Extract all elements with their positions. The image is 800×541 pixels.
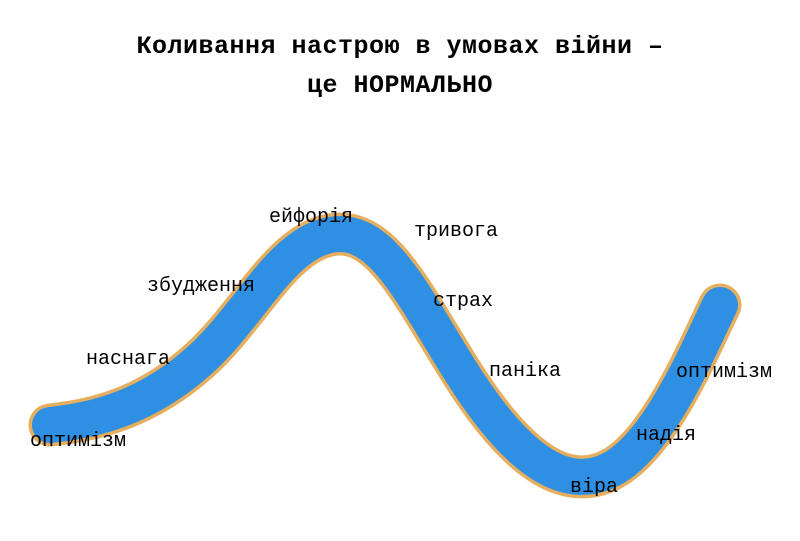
mood-label: тривога [414, 220, 498, 243]
mood-wave-diagram: ейфорія тривога збудження страх наснага панік… [0, 0, 800, 536]
wave-svg [0, 0, 800, 536]
mood-label: надія [636, 424, 696, 447]
mood-label: оптимізм [30, 430, 126, 453]
mood-label: ейфорія [269, 206, 353, 229]
mood-label: паніка [489, 360, 561, 383]
mood-label: наснага [86, 348, 170, 371]
mood-label: оптимізм [676, 361, 772, 384]
mood-label: віра [570, 476, 618, 499]
mood-label: страх [433, 290, 493, 313]
mood-label: збудження [147, 275, 255, 298]
